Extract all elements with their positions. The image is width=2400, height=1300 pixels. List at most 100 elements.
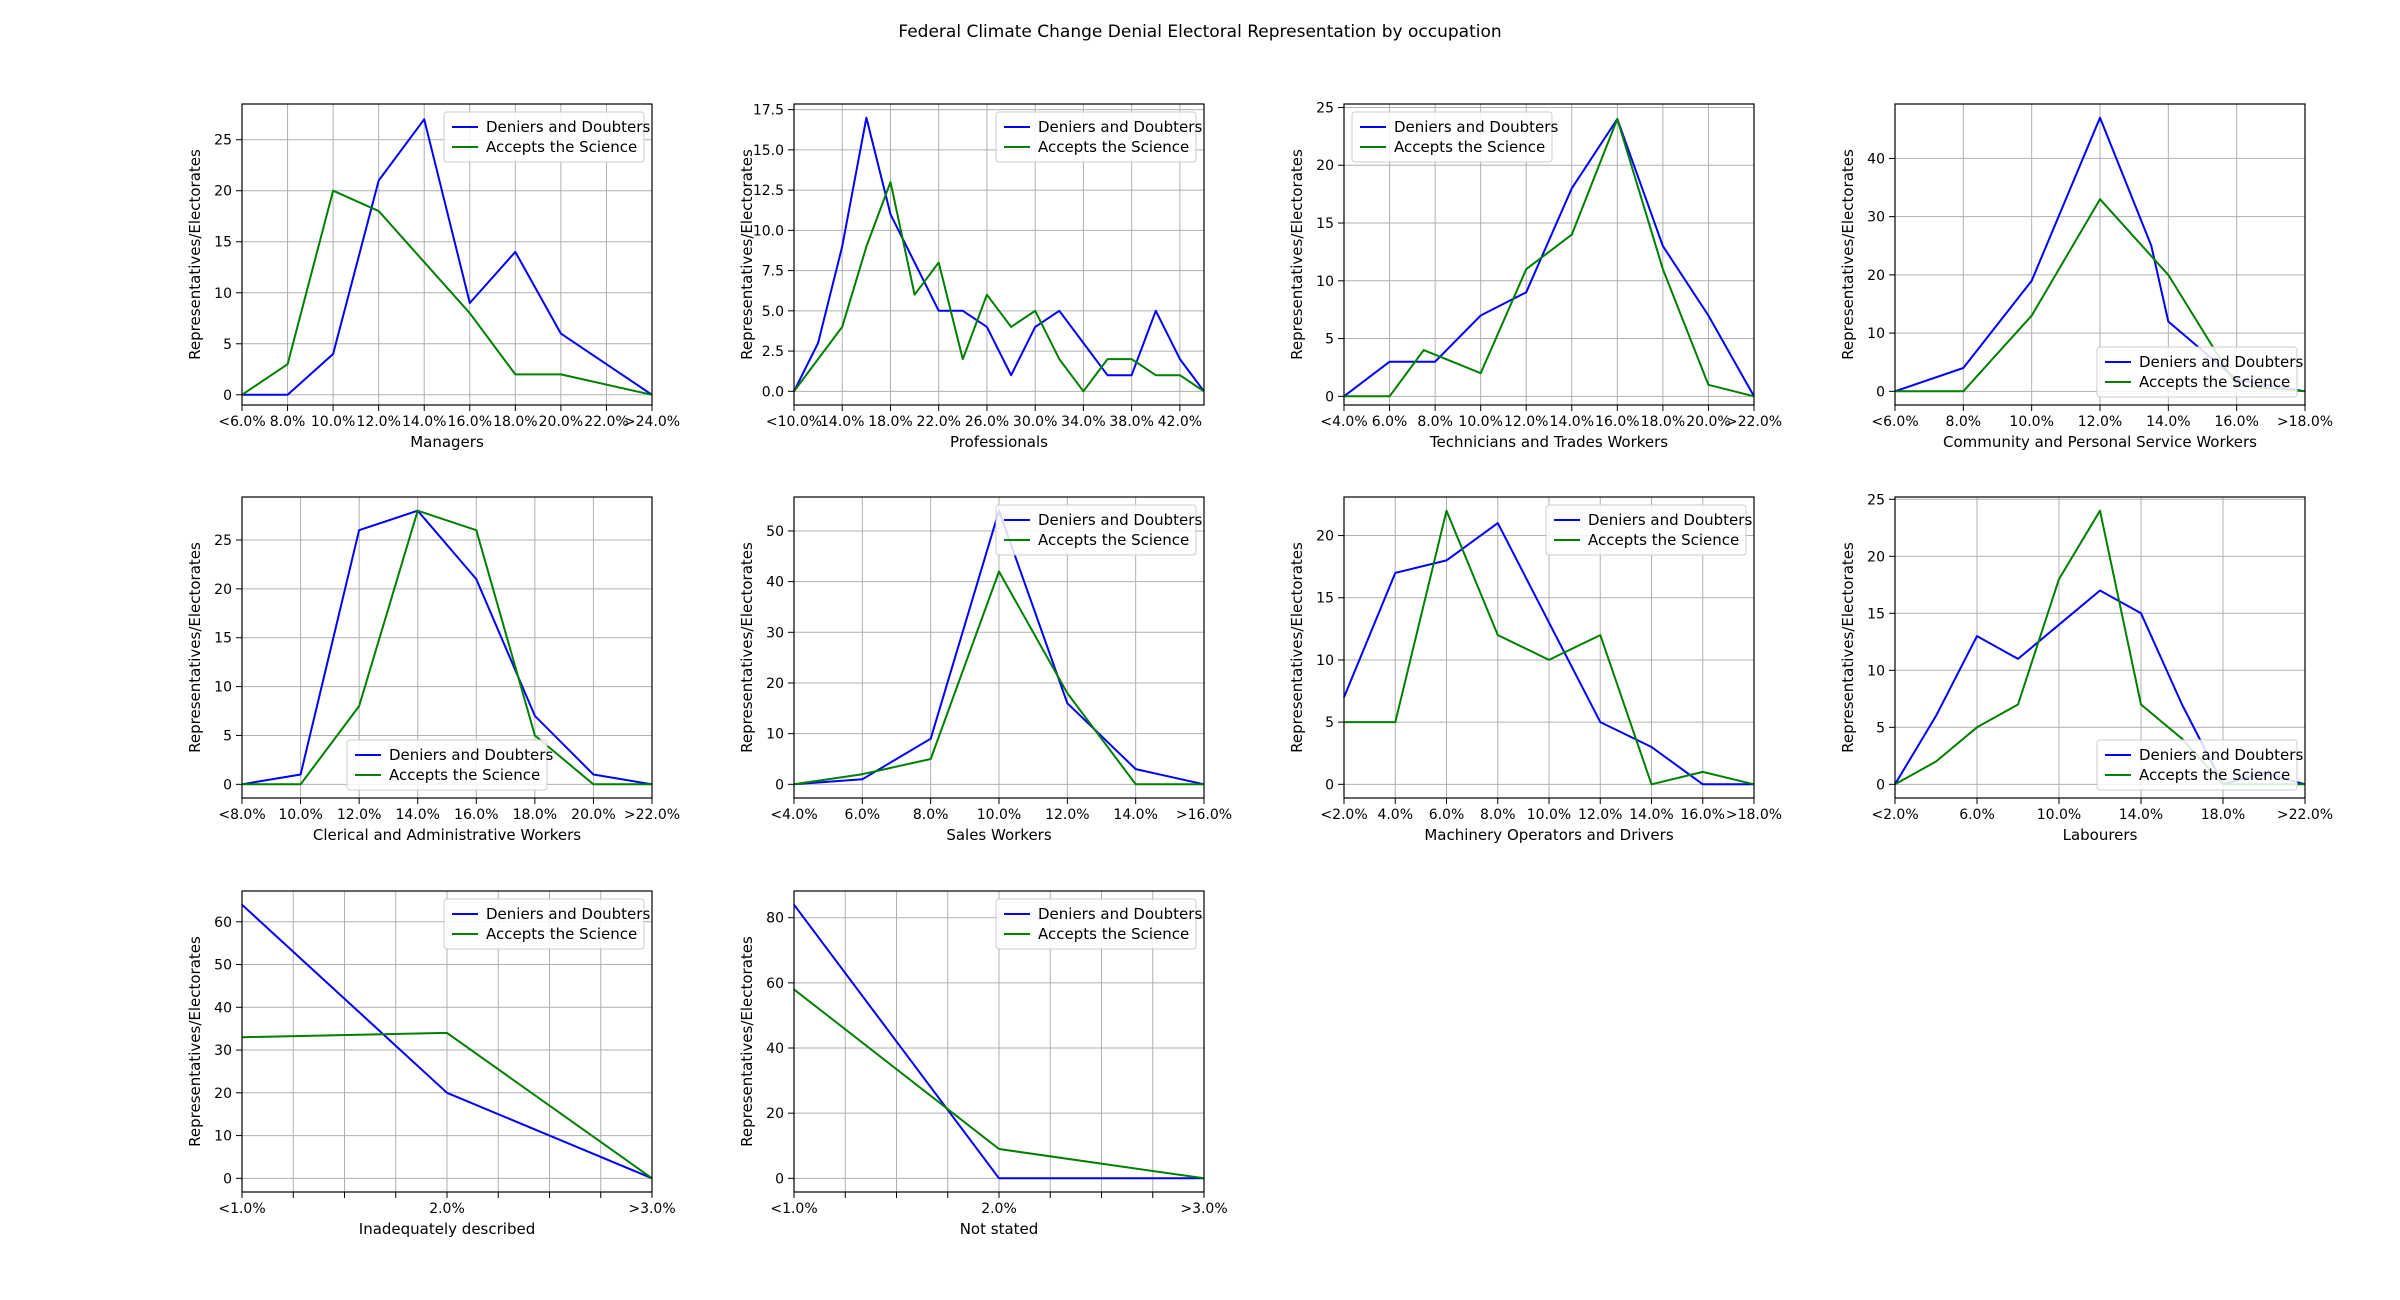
- legend-label-accepts: Accepts the Science: [486, 138, 637, 156]
- series-line-deniers: [1343, 522, 1754, 786]
- y-tick-label: 17.5: [753, 103, 784, 119]
- legend: Deniers and Doubters Accepts the Science: [1545, 504, 1752, 556]
- legend-label-accepts: Accepts the Science: [1038, 138, 1189, 156]
- x-tick-label: 16.0%: [2214, 414, 2258, 430]
- x-tick-label: <2.0%: [1871, 807, 1918, 823]
- y-tick-label: 15: [214, 631, 232, 647]
- x-tick-label: 16.0%: [1681, 807, 1725, 823]
- y-axis-label: Representatives/Electorates: [1288, 542, 1306, 753]
- y-tick-label: 10: [1867, 326, 1885, 342]
- y-tick-label: 30: [766, 625, 784, 641]
- y-tick-label: 10: [1316, 653, 1334, 669]
- y-tick-label: 20: [1867, 549, 1885, 565]
- y-tick-label: 10: [766, 727, 784, 743]
- x-tick-label: 2.0%: [429, 1201, 465, 1217]
- y-axis-label: Representatives/Electorates: [186, 936, 204, 1147]
- x-tick-label: 30.0%: [1013, 414, 1057, 430]
- x-tick-label: 10.0%: [2009, 414, 2053, 430]
- subplot-10: <1.0% 2.0% >3.0% 0 20 40 60 80 Not stated Represe…: [738, 890, 1228, 1238]
- x-axis-label: Labourers: [2063, 826, 2138, 844]
- x-tick-label: 10.0%: [278, 807, 322, 823]
- y-tick-label: 15: [214, 235, 232, 251]
- y-tick-label: 12.5: [753, 183, 784, 199]
- y-tick-label: 20: [214, 184, 232, 200]
- x-tick-label: 14.0%: [2119, 807, 2163, 823]
- y-tick-label: 10: [1316, 274, 1334, 290]
- x-tick-label: <2.0%: [1320, 807, 1367, 823]
- x-tick-label: 12.0%: [1578, 807, 1622, 823]
- x-tick-label: 38.0%: [1109, 414, 1153, 430]
- legend: Deniers and Doubters Accepts the Science: [443, 111, 650, 163]
- x-tick-label: 18.0%: [868, 414, 912, 430]
- y-axis-label: Representatives/Electorates: [186, 149, 204, 360]
- x-tick-label: 8.0%: [270, 414, 306, 430]
- y-tick-label: 50: [214, 958, 232, 974]
- y-tick-label: 20: [766, 1106, 784, 1122]
- y-tick-label: 25: [1867, 492, 1885, 508]
- legend: Deniers and Doubters Accepts the Science: [995, 504, 1202, 556]
- x-tick-label: 12.0%: [1045, 807, 1089, 823]
- series-line-accepts: [242, 509, 652, 786]
- legend-label-deniers: Deniers and Doubters: [1038, 905, 1202, 923]
- legend: Deniers and Doubters Accepts the Science: [995, 111, 1202, 163]
- plot-frame: [1343, 103, 1755, 406]
- y-tick-label: 0: [223, 388, 232, 404]
- y-axis-label: Representatives/Electorates: [738, 936, 756, 1147]
- y-tick-label: 40: [766, 575, 784, 591]
- x-tick-label: <1.0%: [770, 1201, 817, 1217]
- x-tick-label: >22.0%: [624, 807, 680, 823]
- legend-box: [995, 504, 1197, 556]
- subplot-grid: <6.0% 8.0% 10.0% 12.0% 14.0% 16.0% 18.0% 20.0% 2…: [186, 100, 2333, 1238]
- x-tick-label: 20.0%: [1686, 414, 1730, 430]
- series-line-deniers: [241, 903, 653, 1180]
- legend-label-deniers: Deniers and Doubters: [1588, 511, 1752, 529]
- legend-label-deniers: Deniers and Doubters: [1394, 118, 1558, 136]
- legend: Deniers and Doubters Accepts the Science: [2096, 739, 2303, 791]
- x-tick-label: 4.0%: [1377, 807, 1413, 823]
- y-tick-label: 60: [766, 976, 784, 992]
- x-tick-label: 8.0%: [1480, 807, 1516, 823]
- x-tick-label: 10.0%: [977, 807, 1021, 823]
- x-tick-label: 12.0%: [2078, 414, 2122, 430]
- x-tick-label: 14.0%: [1629, 807, 1673, 823]
- x-tick-label: >16.0%: [1176, 807, 1232, 823]
- subplot-6: <4.0% 6.0% 8.0% 10.0% 12.0% 14.0% >16.0% 0 10 20 3…: [738, 496, 1232, 844]
- legend-label-accepts: Accepts the Science: [1038, 531, 1189, 549]
- y-tick-label: 5: [1325, 715, 1334, 731]
- y-tick-label: 40: [1867, 151, 1885, 167]
- subplot-3: <4.0% 6.0% 8.0% 10.0% 12.0% 14.0% 16.0% 18.0% 20…: [1288, 100, 1782, 451]
- subplot-2: <10.0%14.0% 18.0% 22.0% 26.0% 30.0% 34.0% 38.0…: [738, 103, 1205, 451]
- series-line-accepts: [241, 189, 653, 396]
- legend-box: [443, 111, 645, 163]
- x-tick-label: 6.0%: [845, 807, 881, 823]
- x-tick-label: <8.0%: [218, 807, 265, 823]
- plot-frame: [241, 103, 653, 406]
- x-tick-label: 8.0%: [1946, 414, 1982, 430]
- y-tick-label: 10: [214, 680, 232, 696]
- x-axis-label: Professionals: [950, 433, 1048, 451]
- legend: Deniers and Doubters Accepts the Science: [1351, 111, 1558, 163]
- series-line-accepts: [1344, 509, 1755, 786]
- x-tick-label: >18.0%: [1726, 807, 1782, 823]
- series-line-accepts: [793, 988, 1205, 1180]
- y-tick-label: 80: [766, 911, 784, 927]
- legend-label-accepts: Accepts the Science: [1038, 925, 1189, 943]
- y-axis-label: Representatives/Electorates: [738, 149, 756, 360]
- figure-title: Federal Climate Change Denial Electoral …: [898, 22, 1501, 42]
- y-tick-label: 0: [775, 777, 784, 793]
- y-tick-label: 15: [1867, 606, 1885, 622]
- x-axis-label: Not stated: [960, 1220, 1039, 1238]
- series-line-accepts: [793, 570, 1204, 786]
- y-tick-label: 0: [1325, 389, 1334, 405]
- series-line-accepts: [241, 1031, 653, 1180]
- x-tick-label: >3.0%: [628, 1201, 675, 1217]
- y-tick-label: 7.5: [762, 264, 784, 280]
- y-tick-label: 0: [1876, 777, 1885, 793]
- y-axis-label: Representatives/Electorates: [738, 542, 756, 753]
- legend: Deniers and Doubters Accepts the Science: [346, 739, 553, 791]
- y-tick-label: 5.0: [762, 304, 784, 320]
- legend-label-deniers: Deniers and Doubters: [486, 905, 650, 923]
- y-tick-label: 10: [214, 286, 232, 302]
- x-tick-label: <6.0%: [218, 414, 265, 430]
- x-axis-label: Managers: [410, 433, 484, 451]
